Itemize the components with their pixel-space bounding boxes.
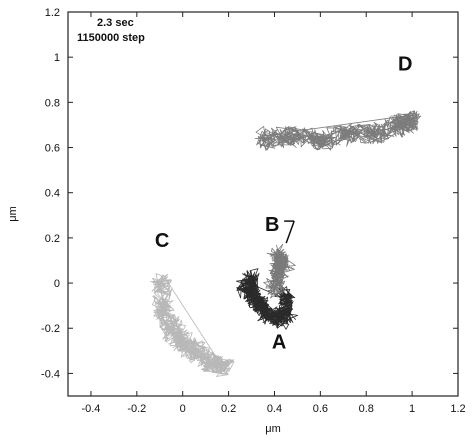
y-tick-label: 0.2 — [45, 233, 60, 245]
y-tick-label: -0.4 — [41, 368, 60, 380]
y-tick-label: 0 — [54, 278, 60, 290]
trajectory-path — [263, 243, 296, 299]
trajectory-label: A — [272, 332, 286, 354]
trajectory-path — [236, 268, 299, 330]
annotation-duration: 2.3 sec — [97, 17, 134, 29]
x-tick-label: 1.2 — [450, 403, 465, 415]
y-tick-label: 0.6 — [45, 143, 60, 155]
trajectory-B: B — [263, 214, 296, 299]
y-tick-label: 0.8 — [45, 97, 60, 109]
trajectory-D: D — [254, 54, 422, 151]
x-axis-label: μm — [265, 423, 281, 435]
pointer-line-b — [285, 220, 295, 244]
x-tick-label: -0.4 — [81, 403, 100, 415]
plot-frame — [67, 11, 459, 397]
x-tick-label: 1 — [409, 403, 415, 415]
x-tick-label: 0.4 — [267, 403, 282, 415]
x-tick-label: 0.6 — [313, 403, 328, 415]
trajectory-label: B — [265, 214, 279, 236]
y-tick-label: 1.2 — [45, 7, 60, 19]
trajectory-C: C — [150, 230, 235, 377]
trajectory-path — [150, 273, 235, 377]
y-tick-label: 0.4 — [45, 188, 60, 200]
trajectory-A: A — [236, 268, 299, 354]
trajectory-label: C — [155, 230, 169, 252]
trajectory-label: D — [398, 54, 412, 76]
x-tick-label: 0.8 — [359, 403, 374, 415]
x-tick-label: -0.2 — [127, 403, 146, 415]
trajectory-path — [254, 110, 422, 151]
annotation-steps: 1150000 step — [77, 32, 145, 44]
x-tick-label: 0 — [180, 403, 186, 415]
x-tick-label: 0.2 — [221, 403, 236, 415]
y-axis-label: μm — [7, 206, 19, 222]
y-tick-label: 1 — [54, 52, 60, 64]
y-tick-label: -0.2 — [41, 323, 60, 335]
